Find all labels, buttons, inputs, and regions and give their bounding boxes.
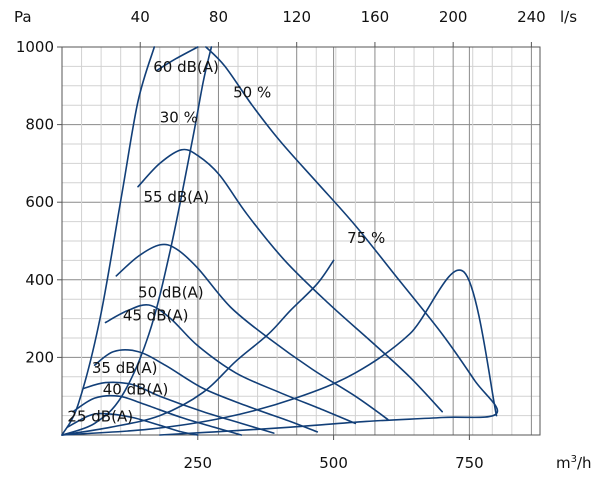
y-tick-label: 1000: [16, 38, 54, 56]
curve-45-db-a-4: [104, 303, 357, 425]
y-tick-label: 400: [25, 271, 54, 289]
top-x-tick-label: 40: [131, 8, 150, 26]
curve-label: 25 dB(A): [67, 407, 133, 425]
y-axis-label: Pa: [14, 8, 32, 26]
curve-sound-1: [72, 394, 243, 436]
grid: [62, 46, 540, 435]
axes: [57, 42, 541, 440]
top-x-tick-label: 120: [282, 8, 311, 26]
curve-60-db-a-7: [156, 46, 199, 72]
y-tick-label: 600: [25, 193, 54, 211]
curve-max-curve-12: [159, 46, 499, 436]
curve-system-resistance-8: [61, 46, 156, 436]
curves: [61, 46, 499, 436]
curve-55-db-a-6: [137, 148, 443, 413]
curve-35-db-a-3: [93, 349, 319, 433]
curve-label: 50 %: [233, 83, 271, 101]
curve-25-db-a-0: [66, 412, 199, 436]
x-tick-label: 250: [183, 454, 212, 472]
x-tick-label: 750: [455, 454, 484, 472]
y-tick-label: 200: [25, 348, 54, 366]
curve-label: 45 dB(A): [123, 307, 189, 325]
top-x-tick-label: 200: [439, 8, 468, 26]
top-x-tick-label: 80: [209, 8, 228, 26]
plot-frame: [61, 46, 541, 436]
y-tick-label: 800: [25, 116, 54, 134]
curve-30-9: [61, 46, 213, 436]
curve-label: 30 %: [160, 109, 198, 127]
curve-label: 35 dB(A): [92, 359, 158, 377]
x-axis-label: m3/h: [556, 454, 592, 472]
tick-labels: 200 400 600 800 1000 250 500 750 40 80 120 160 200 24…: [16, 8, 546, 472]
curve-label: 50 dB(A): [138, 283, 204, 301]
curve-label: 55 dB(A): [143, 188, 209, 206]
top-x-axis-label: l/s: [560, 8, 577, 26]
curve-50-10: [61, 259, 335, 436]
top-x-tick-label: 160: [361, 8, 390, 26]
curve-label: 60 dB(A): [153, 58, 219, 76]
x-tick-label: 500: [319, 454, 348, 472]
top-x-tick-label: 240: [517, 8, 546, 26]
curve-label: 40 dB(A): [103, 380, 169, 398]
curve-75-11: [61, 269, 498, 436]
curve-40-db-a-2: [82, 381, 275, 434]
curve-labels: 60 dB(A) 50 % 30 % 55 dB(A) 75 % 50 dB(A) 45 d…: [67, 58, 385, 425]
curve-label: 75 %: [347, 229, 385, 247]
